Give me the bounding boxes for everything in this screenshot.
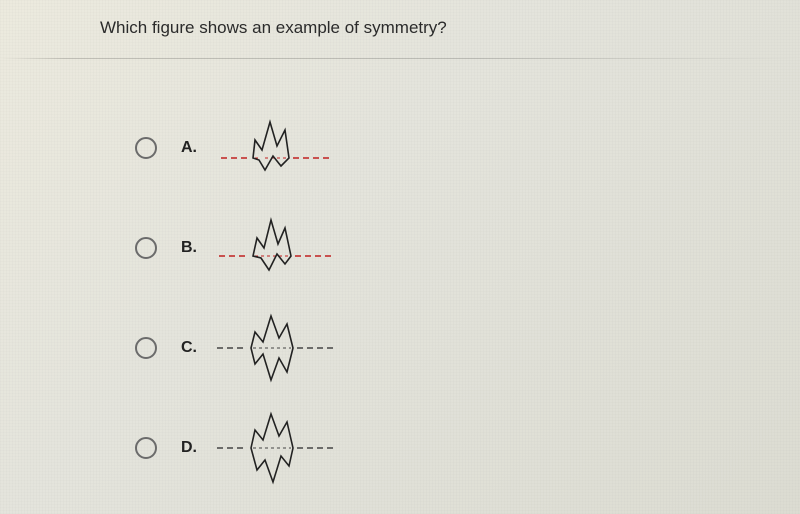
option-label-b: B. xyxy=(181,239,205,257)
radio-c[interactable] xyxy=(135,337,157,359)
shape-a xyxy=(253,122,289,170)
figure-b xyxy=(215,208,355,288)
options-group: A. xyxy=(135,98,800,498)
question-text: Which figure shows an example of symmetr… xyxy=(100,18,800,38)
shape-b xyxy=(253,220,291,270)
option-label-c: C. xyxy=(181,339,205,357)
option-label-a: A. xyxy=(181,139,205,157)
option-row-d[interactable]: D. xyxy=(135,398,800,498)
radio-b[interactable] xyxy=(135,237,157,259)
quiz-content: Which figure shows an example of symmetr… xyxy=(0,0,800,498)
option-row-a[interactable]: A. xyxy=(135,98,800,198)
radio-a[interactable] xyxy=(135,137,157,159)
figure-a xyxy=(215,108,355,188)
figure-c xyxy=(215,308,355,388)
option-row-b[interactable]: B. xyxy=(135,198,800,298)
radio-d[interactable] xyxy=(135,437,157,459)
option-label-d: D. xyxy=(181,439,205,457)
figure-d xyxy=(215,408,355,488)
option-row-c[interactable]: C. xyxy=(135,298,800,398)
divider xyxy=(0,58,800,59)
